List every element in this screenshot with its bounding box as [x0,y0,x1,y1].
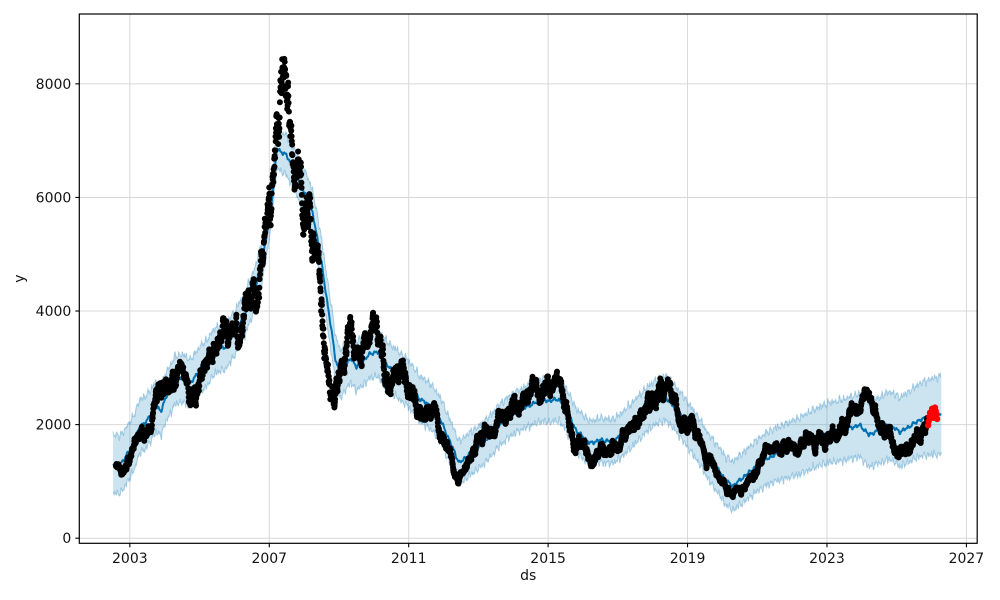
x-tick-label: 2011 [391,551,427,567]
tick-labels: 2003 2007 2011 2015 2019 2023 2027 0 2000 4000 600… [36,77,985,567]
gridlines [79,14,978,544]
y-tick-label: 4000 [36,304,72,320]
axes-frame [75,13,978,548]
x-tick-label: 2027 [949,551,985,567]
highlighted-points [924,404,941,429]
observation-points [112,55,931,501]
x-tick-label: 2019 [670,551,706,567]
y-tick-label: 8000 [36,77,72,93]
y-tick-label: 6000 [36,190,72,206]
y-axis-label: y [12,275,28,283]
x-tick-label: 2007 [251,551,287,567]
x-axis-label: ds [520,568,536,584]
uncertainty-band [112,127,942,515]
highlight-point [933,415,941,423]
y-tick-label: 0 [62,531,71,547]
y-tick-label: 2000 [36,418,72,434]
x-tick-label: 2015 [530,551,566,567]
x-tick-label: 2023 [809,551,845,567]
x-tick-label: 2003 [112,551,148,567]
